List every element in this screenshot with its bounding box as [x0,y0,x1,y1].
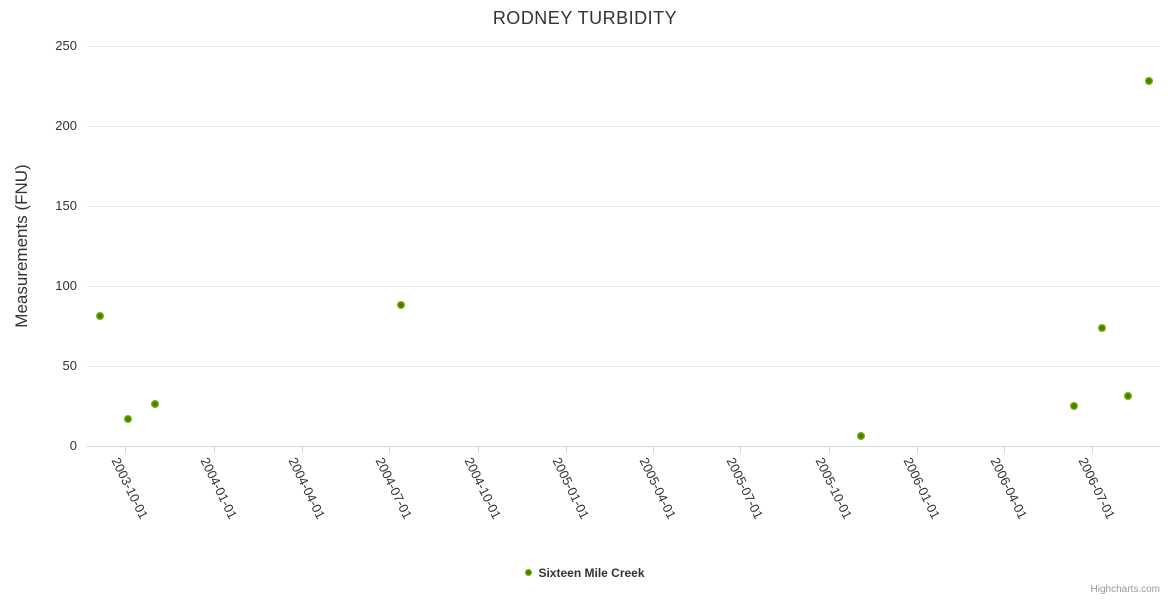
y-axis-tick-label: 150 [55,198,77,213]
x-axis-tick-label: 2003-10-01 [109,455,152,522]
data-point[interactable] [151,400,160,409]
y-gridline [87,286,1160,287]
y-gridline [87,366,1160,367]
data-point[interactable] [1098,323,1107,332]
x-axis-tick-label: 2005-01-01 [549,455,593,522]
legend[interactable]: Sixteen Mile Creek [0,563,1170,581]
data-point[interactable] [1145,77,1154,86]
y-axis-tick-label: 200 [55,118,77,133]
x-axis-tick-label: 2004-01-01 [197,455,241,522]
data-point[interactable] [95,312,104,321]
x-axis-tick [566,447,568,453]
x-axis-tick-label: 2006-07-01 [1075,455,1118,522]
x-axis-tick-label: 2004-04-01 [285,455,328,522]
x-axis-tick [301,447,303,453]
data-point[interactable] [1070,402,1079,410]
data-point[interactable] [1124,392,1133,401]
data-point[interactable] [124,414,133,423]
y-axis-tick-label: 0 [69,438,77,453]
y-axis-title: Measurements (FNU) [12,164,31,328]
data-point[interactable] [396,301,405,310]
x-axis-tick [389,447,391,453]
y-gridline [87,206,1160,207]
x-axis-tick-label: 2004-10-01 [461,455,504,522]
chart-title: RODNEY TURBIDITY [492,8,678,28]
x-axis-tick [214,447,216,453]
x-axis-tick [652,447,654,453]
legend-series-label: Sixteen Mile Creek [538,565,645,580]
y-gridline [87,46,1160,47]
x-axis-tick-label: 2006-04-01 [987,455,1031,522]
x-axis-tick [1004,447,1006,453]
x-axis-tick-label: 2006-01-01 [901,455,944,522]
x-axis-line [87,446,1160,447]
y-axis-tick-label: 100 [55,278,77,293]
x-axis-tick [1091,447,1093,453]
x-axis-tick-label: 2004-07-01 [372,455,416,522]
highcharts-credits-link[interactable]: Highcharts.com [1090,584,1160,595]
data-point[interactable] [856,432,865,441]
y-axis-tick-label: 250 [55,38,77,53]
x-axis-tick-label: 2005-07-01 [723,455,767,522]
x-axis-tick [125,447,127,453]
legend-marker-icon [525,569,533,576]
y-axis-tick-label: 50 [62,358,77,373]
x-axis-tick [917,447,919,453]
x-axis-tick [828,447,830,453]
x-axis-tick-label: 2005-04-01 [636,455,679,522]
y-gridline [87,126,1160,127]
x-axis-tick [477,447,479,453]
legend-item[interactable]: Sixteen Mile Creek [525,565,645,580]
x-axis-tick [740,447,742,453]
x-axis-tick-label: 2005-10-01 [812,455,856,522]
